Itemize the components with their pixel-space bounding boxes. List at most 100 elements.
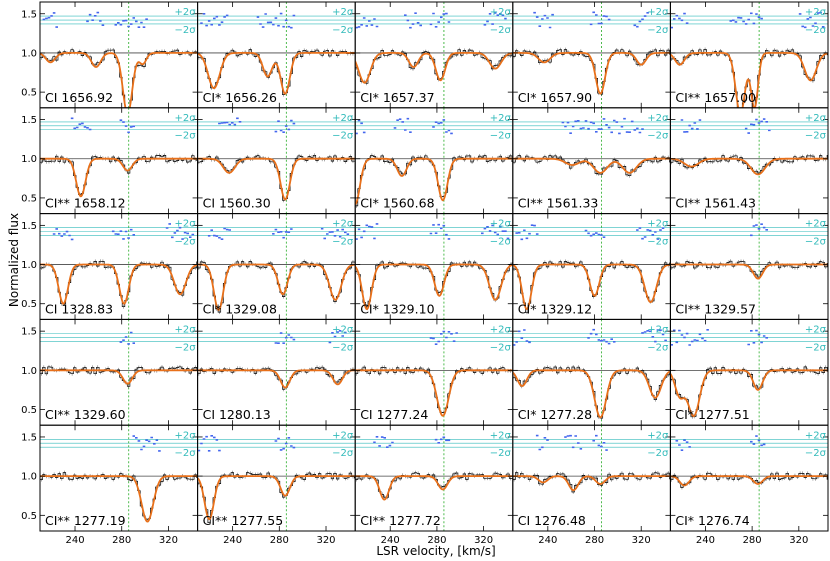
panel: 240 280 320 +2σ −2σ CI** 1277.72 xyxy=(354,424,514,546)
x-tick-label: 280 xyxy=(270,535,289,546)
sigma-minus-label: −2σ xyxy=(175,448,197,459)
residual-trace xyxy=(533,11,649,29)
x-tick-label: 240 xyxy=(696,535,715,546)
model-fit xyxy=(40,52,197,108)
data-spectrum xyxy=(355,155,513,207)
panel: +2σ −2σ CI* 1277.28 xyxy=(512,318,671,426)
panel-plot-area xyxy=(670,319,829,426)
sigma-minus-label: −2σ xyxy=(647,25,669,36)
y-tick-label: 0.5 xyxy=(21,193,37,204)
sigma-minus-label: −2σ xyxy=(805,448,827,459)
panel-plot-area xyxy=(40,319,198,426)
panel-plot-area xyxy=(355,319,513,426)
model-fit xyxy=(512,157,670,174)
model-fit xyxy=(355,263,513,311)
panel-label: CI** 1329.60 xyxy=(45,407,126,422)
data-spectrum xyxy=(197,49,356,96)
sigma-minus-label: −2σ xyxy=(332,25,354,36)
sigma-plus-label: +2σ xyxy=(332,219,354,230)
y-tick-label: 1.5 xyxy=(21,221,37,232)
sigma-plus-label: +2σ xyxy=(490,7,512,18)
sigma-minus-label: −2σ xyxy=(332,237,354,248)
model-fit xyxy=(355,52,513,84)
model-fit xyxy=(40,475,197,523)
panel: +2σ −2σ CI** 1561.43 xyxy=(669,107,829,215)
model-fit xyxy=(670,369,828,418)
panel-plot-area xyxy=(355,425,513,531)
sigma-plus-label: +2σ xyxy=(332,7,354,18)
y-axis-label: Normalized flux xyxy=(7,213,21,307)
panel-label: CI** 1657.00 xyxy=(675,90,756,105)
panel-grid: 0.5 1.0 1.5 +2σ −2σ CI 1656.92 +2σ −2σ CI* 1656.… xyxy=(21,1,829,546)
x-axis-label: LSR velocity, [km/s] xyxy=(376,544,495,558)
residual-trace xyxy=(373,436,451,448)
sigma-plus-label: +2σ xyxy=(805,325,827,336)
x-tick-label: 240 xyxy=(223,535,242,546)
data-spectrum xyxy=(197,154,356,201)
panel-label: CI* 1657.37 xyxy=(360,90,434,105)
sigma-minus-label: −2σ xyxy=(490,448,512,459)
sigma-plus-label: +2σ xyxy=(805,7,827,18)
x-tick-label: 280 xyxy=(112,535,131,546)
sigma-plus-label: +2σ xyxy=(332,325,354,336)
x-tick-label: 240 xyxy=(538,535,557,546)
model-fit xyxy=(512,475,670,492)
panel-label: CI** 1277.19 xyxy=(45,513,126,528)
panel-label: CI 1277.24 xyxy=(360,407,428,422)
panel-plot-area xyxy=(197,107,356,214)
y-tick-label: 0.5 xyxy=(21,405,37,416)
panel-plot-area xyxy=(40,425,198,531)
y-tick-label: 1.0 xyxy=(21,366,37,377)
sigma-minus-label: −2σ xyxy=(805,342,827,353)
model-fit xyxy=(197,52,355,95)
panel-label: CI** 1277.72 xyxy=(360,513,441,528)
x-tick-label: 240 xyxy=(381,535,400,546)
panel-plot-area xyxy=(670,213,829,320)
panel-label: CI 1656.92 xyxy=(45,90,113,105)
x-tick-label: 320 xyxy=(159,535,178,546)
panel: +2σ −2σ CI** 1657.00 xyxy=(669,1,829,109)
model-fit xyxy=(512,263,670,311)
residual-trace xyxy=(675,435,766,451)
sigma-plus-label: +2σ xyxy=(175,430,197,441)
sigma-minus-label: −2σ xyxy=(647,448,669,459)
y-tick-label: 0.5 xyxy=(21,88,37,99)
panel-plot-area xyxy=(197,2,356,108)
model-fit xyxy=(197,369,355,389)
model-fit xyxy=(197,263,355,312)
panel-plot-area xyxy=(40,107,198,214)
sigma-minus-label: −2σ xyxy=(332,131,354,142)
sigma-minus-label: −2σ xyxy=(647,237,669,248)
panel-label: CI 1328.83 xyxy=(45,301,113,316)
model-fit xyxy=(40,263,198,305)
model-fit xyxy=(512,52,670,95)
panel-plot-area xyxy=(40,213,198,320)
y-tick-label: 1.0 xyxy=(21,260,37,271)
panel: 240 280 320 +2σ −2σ CI** 1277.55 xyxy=(197,424,356,546)
residual-trace xyxy=(355,223,510,240)
sigma-minus-label: −2σ xyxy=(490,131,512,142)
panel: 240 280 320 0.5 1.0 1.5 +2σ −2σ CI** 1277.19 xyxy=(21,424,199,546)
panel-label: CI** 1658.12 xyxy=(45,196,126,211)
panel: +2σ −2σ CI** 1329.57 xyxy=(669,213,829,320)
panel: 240 280 320 +2σ −2σ CI* 1276.74 xyxy=(669,424,829,546)
panel-label: CI 1280.13 xyxy=(203,407,271,422)
panel: +2σ −2σ CI* 1329.10 xyxy=(354,213,514,320)
panel-plot-area xyxy=(197,425,356,531)
x-tick-label: 320 xyxy=(316,535,335,546)
panel: +2σ −2σ CI* 1657.90 xyxy=(512,1,671,109)
model-fit xyxy=(355,157,513,205)
y-tick-label: 0.5 xyxy=(21,511,37,522)
sigma-plus-label: +2σ xyxy=(490,325,512,336)
residual-trace xyxy=(512,328,667,346)
sigma-minus-label: −2σ xyxy=(490,342,512,353)
y-tick-label: 1.5 xyxy=(21,9,37,20)
residual-trace xyxy=(355,12,507,29)
panel: +2σ −2σ CI* 1560.68 xyxy=(354,107,514,215)
panel-frame xyxy=(669,424,829,532)
model-fit xyxy=(512,369,671,419)
residual-trace xyxy=(535,434,608,451)
sigma-plus-label: +2σ xyxy=(647,430,669,441)
panel: 0.5 1.0 1.5 +2σ −2σ CI 1328.83 xyxy=(21,213,199,320)
